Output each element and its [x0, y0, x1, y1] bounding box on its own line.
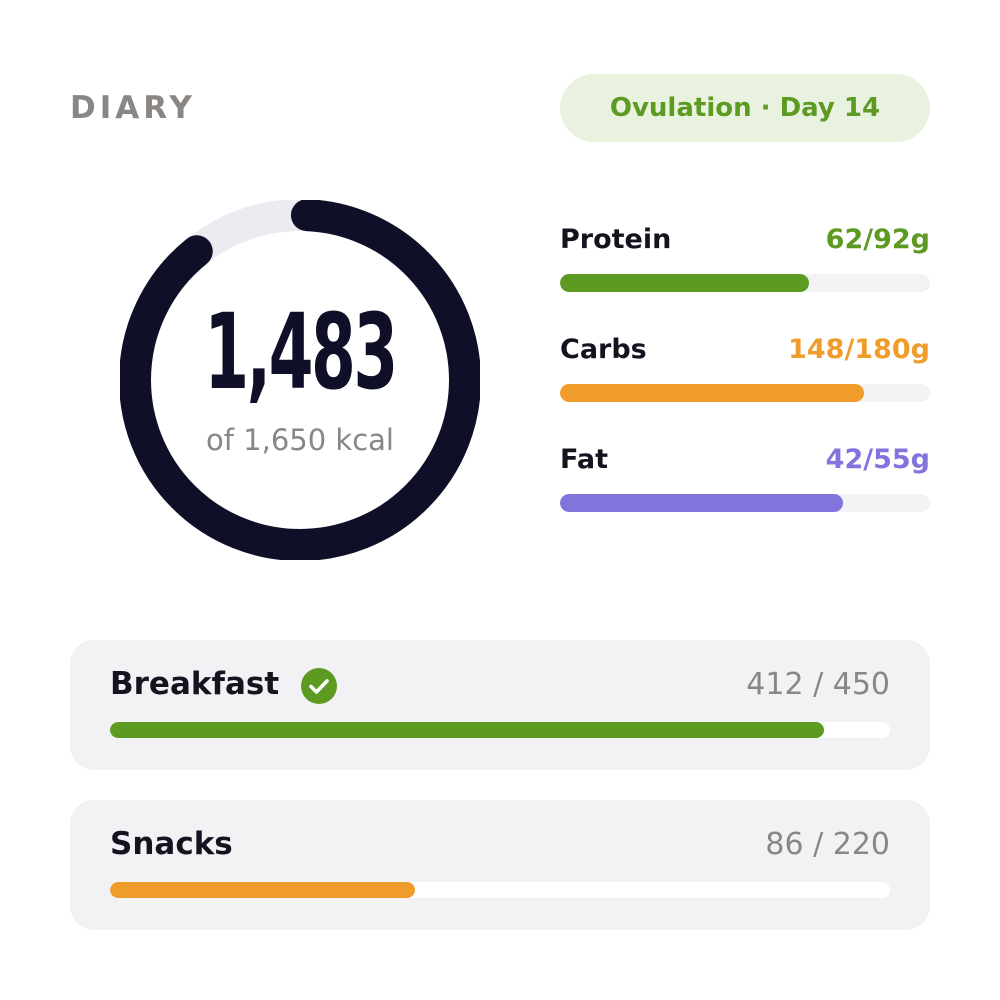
macro-fat: Fat 42/55g: [560, 442, 930, 532]
macro-progress-fill: [560, 494, 843, 512]
macro-progress-fill: [560, 274, 810, 292]
calorie-ring: 1,483 of 1,650 kcal: [120, 200, 480, 560]
meal-name: Snacks: [110, 826, 233, 862]
macro-name: Fat: [560, 444, 608, 475]
macro-name: Carbs: [560, 334, 647, 365]
meal-card-breakfast[interactable]: Breakfast 412 / 450: [70, 640, 930, 770]
meal-progress-track: [110, 722, 890, 738]
meal-calories: 86 / 220: [765, 827, 890, 862]
calorie-goal-caption: of 1,650 kcal: [206, 423, 394, 457]
macro-name: Protein: [560, 224, 672, 255]
macro-progress-fill: [560, 384, 865, 402]
macro-progress-track: [560, 384, 930, 402]
meal-progress-fill: [110, 882, 415, 898]
meal-progress-track: [110, 882, 890, 898]
macro-carbs: Carbs 148/180g: [560, 332, 930, 422]
macro-progress-track: [560, 494, 930, 512]
cycle-phase-label: Ovulation · Day 14: [609, 93, 881, 123]
macro-amount: 62/92g: [825, 224, 930, 255]
page-title: DIARY: [70, 90, 196, 126]
meal-name: Breakfast: [110, 666, 280, 702]
meal-calories: 412 / 450: [746, 667, 890, 702]
check-circle-icon: [301, 668, 337, 704]
meal-card-snacks[interactable]: Snacks 86 / 220: [70, 800, 930, 930]
macro-protein: Protein 62/92g: [560, 222, 930, 312]
macro-progress-track: [560, 274, 930, 292]
calorie-ring-progress: [120, 200, 480, 560]
calorie-ring-graphic: [120, 200, 480, 560]
macro-amount: 42/55g: [825, 444, 930, 475]
calories-consumed-value: 1,483: [204, 291, 398, 413]
meal-progress-fill: [110, 722, 825, 738]
macro-amount: 148/180g: [788, 334, 930, 365]
cycle-phase-badge[interactable]: Ovulation · Day 14: [560, 74, 930, 142]
